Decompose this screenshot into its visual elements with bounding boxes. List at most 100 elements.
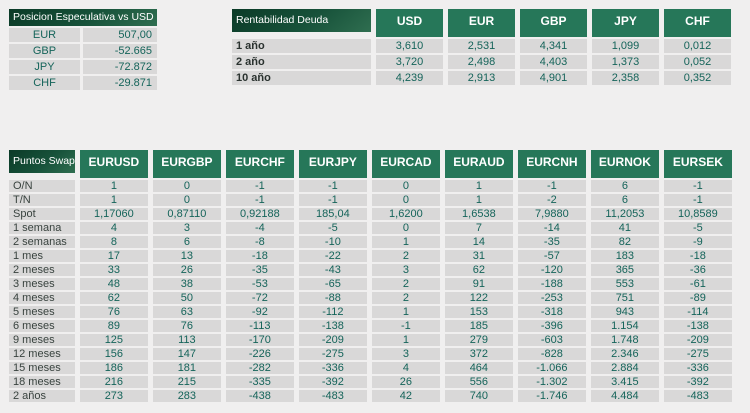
cell-value: 2,531 — [448, 39, 515, 53]
cell-value: 1 — [79, 180, 148, 192]
table-row: 6 meses 89 76 -113 -138 -1 185 -396 1.154 -138 — [9, 320, 732, 332]
cell-value: 17 — [79, 250, 148, 262]
cell-value: -18 — [225, 250, 294, 262]
swap-points-title: Puntos Swap — [9, 150, 75, 173]
table-row: 15 meses 186 181 -282 -336 4 464 -1.066 2.884 -33… — [9, 362, 732, 374]
cell-value: 2,913 — [448, 71, 515, 85]
row-label: O/N — [9, 180, 75, 192]
cell-value: 365 — [590, 264, 659, 276]
cell-value: 6 — [590, 194, 659, 206]
cell-value: -61 — [663, 278, 732, 290]
row-label: 9 meses — [9, 334, 75, 346]
cell-value: -5 — [663, 222, 732, 234]
cell-value: 185 — [444, 320, 513, 332]
cell-value: -483 — [298, 390, 367, 402]
table-row: CHF -29.871 — [9, 76, 157, 90]
cell-value: -188 — [517, 278, 586, 290]
cell-value: -2 — [517, 194, 586, 206]
cell-value: -88 — [298, 292, 367, 304]
cell-value: 4,239 — [376, 71, 443, 85]
table-row: 10 año 4,239 2,913 4,901 2,358 0,352 — [232, 71, 731, 85]
cell-value: -336 — [298, 362, 367, 374]
row-label: 2 año — [232, 55, 371, 69]
cell-value: 3 — [371, 348, 440, 360]
row-label: 5 meses — [9, 306, 75, 318]
cell-value: 2 — [371, 250, 440, 262]
cell-value: 507,00 — [83, 28, 157, 42]
row-label: 15 meses — [9, 362, 75, 374]
cell-value: -1 — [298, 180, 367, 192]
cell-value: 8 — [79, 236, 148, 248]
cell-value: 26 — [152, 264, 221, 276]
cell-value: -1.302 — [517, 376, 586, 388]
row-label: 1 semana — [9, 222, 75, 234]
cell-value: -5 — [298, 222, 367, 234]
cell-value: 3,610 — [376, 39, 443, 53]
cell-value: -603 — [517, 334, 586, 346]
cell-value: 1,6538 — [444, 208, 513, 220]
cell-value: 48 — [79, 278, 148, 290]
cell-value: -112 — [298, 306, 367, 318]
row-label: EUR — [9, 28, 80, 42]
cell-value: -1 — [663, 194, 732, 206]
cell-value: 76 — [79, 306, 148, 318]
cell-value: -275 — [298, 348, 367, 360]
cell-value: 1,6200 — [371, 208, 440, 220]
cell-value: 0 — [371, 222, 440, 234]
cell-value: 279 — [444, 334, 513, 346]
table-row: GBP -52.665 — [9, 44, 157, 58]
cell-value: -1 — [225, 194, 294, 206]
cell-value: 82 — [590, 236, 659, 248]
column-header-eursek: EURSEK — [663, 150, 732, 178]
cell-value: -282 — [225, 362, 294, 374]
cell-value: 4 — [371, 362, 440, 374]
row-label: JPY — [9, 60, 80, 74]
cell-value: -138 — [298, 320, 367, 332]
column-header-jpy: JPY — [592, 9, 659, 37]
cell-value: 7 — [444, 222, 513, 234]
table-row: O/N 1 0 -1 -1 0 1 -1 6 -1 — [9, 180, 732, 192]
column-header-euraud: EURAUD — [444, 150, 513, 178]
cell-value: 3.415 — [590, 376, 659, 388]
cell-value: 4 — [79, 222, 148, 234]
cell-value: -335 — [225, 376, 294, 388]
table-row: 9 meses 125 113 -170 -209 1 279 -603 1.748 -209 — [9, 334, 732, 346]
cell-value: -65 — [298, 278, 367, 290]
cell-value: 62 — [79, 292, 148, 304]
column-header-eurusd: EURUSD — [79, 150, 148, 178]
cell-value: 10,8589 — [663, 208, 732, 220]
table-row: 1 semana 4 3 -4 -5 0 7 -14 41 -5 — [9, 222, 732, 234]
table-row: 12 meses 156 147 -226 -275 3 372 -828 2.346 -275 — [9, 348, 732, 360]
table-row: 18 meses 216 215 -335 -392 26 556 -1.302 3.415 -3… — [9, 376, 732, 388]
row-label: 1 año — [232, 39, 371, 53]
column-header-eurjpy: EURJPY — [298, 150, 367, 178]
table-row: 5 meses 76 63 -92 -112 1 153 -318 943 -114 — [9, 306, 732, 318]
cell-value: 7,9880 — [517, 208, 586, 220]
cell-value: -392 — [663, 376, 732, 388]
cell-value: 1,373 — [592, 55, 659, 69]
cell-value: 1,17060 — [79, 208, 148, 220]
row-label: T/N — [9, 194, 75, 206]
cell-value: 3,720 — [376, 55, 443, 69]
cell-value: -29.871 — [83, 76, 157, 90]
cell-value: 556 — [444, 376, 513, 388]
cell-value: -170 — [225, 334, 294, 346]
cell-value: -114 — [663, 306, 732, 318]
cell-value: 91 — [444, 278, 513, 290]
cell-value: -318 — [517, 306, 586, 318]
cell-value: -9 — [663, 236, 732, 248]
table-row: 2 meses 33 26 -35 -43 3 62 -120 365 -36 — [9, 264, 732, 276]
row-label: 2 meses — [9, 264, 75, 276]
cell-value: 113 — [152, 334, 221, 346]
cell-value: -14 — [517, 222, 586, 234]
cell-value: 2 — [371, 278, 440, 290]
cell-value: 4.484 — [590, 390, 659, 402]
column-header-eurnok: EURNOK — [590, 150, 659, 178]
cell-value: 38 — [152, 278, 221, 290]
cell-value: 943 — [590, 306, 659, 318]
cell-value: -226 — [225, 348, 294, 360]
cell-value: 41 — [590, 222, 659, 234]
cell-value: 372 — [444, 348, 513, 360]
cell-value: -138 — [663, 320, 732, 332]
cell-value: 740 — [444, 390, 513, 402]
